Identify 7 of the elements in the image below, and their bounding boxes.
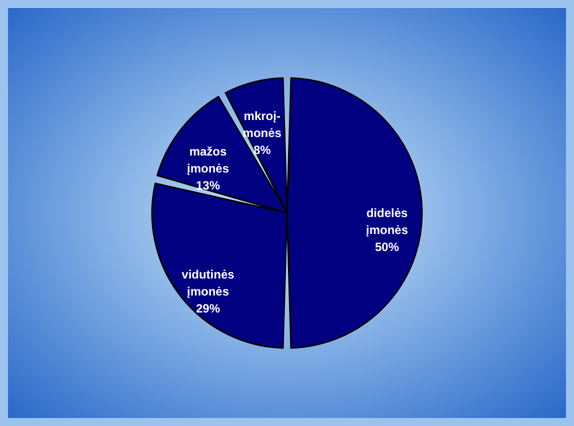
slice-label: vidutinės įmonės xyxy=(182,267,235,298)
data-label: 29% xyxy=(196,301,220,316)
data-label: 8% xyxy=(253,143,272,158)
slice-label: mažos įmonės xyxy=(186,144,230,176)
data-label: 13% xyxy=(196,178,220,193)
data-label: 50% xyxy=(374,240,400,254)
slice-label: didelės įmonės xyxy=(366,206,408,237)
